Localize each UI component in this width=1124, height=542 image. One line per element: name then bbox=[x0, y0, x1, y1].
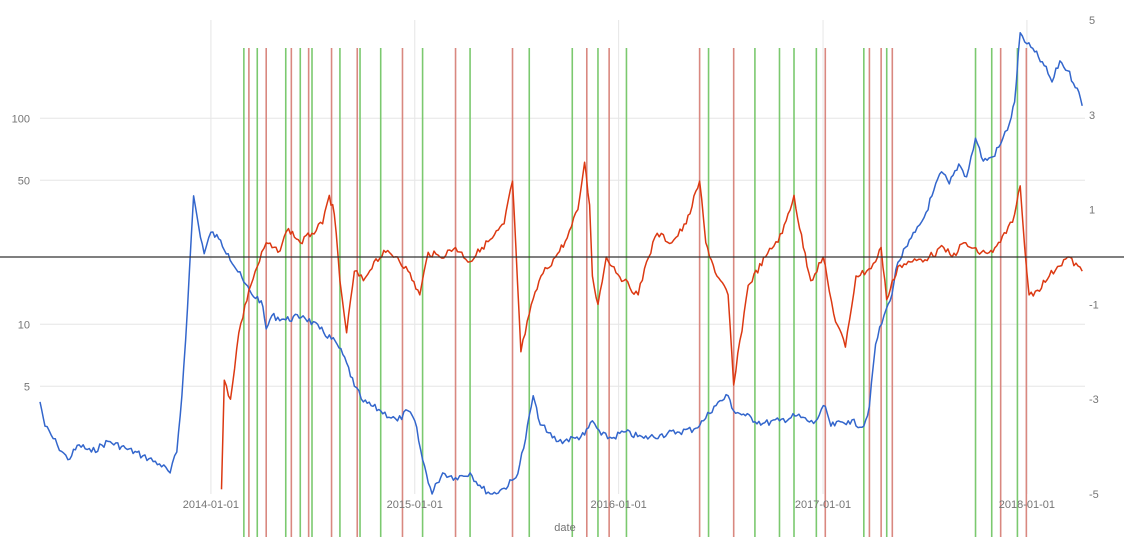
x-tick-label: 2014-01-01 bbox=[183, 499, 239, 511]
x-tick-label: 2016-01-01 bbox=[590, 499, 646, 511]
x-tick-label: 2015-01-01 bbox=[387, 499, 443, 511]
series-layer bbox=[39, 32, 1083, 495]
series-line-right bbox=[220, 161, 1083, 490]
y-right-tick-label: 1 bbox=[1089, 205, 1095, 217]
axis-labels-layer: 2014-01-01 2015-01-01 2016-01-01 2017-01-01… bbox=[12, 15, 1099, 511]
x-axis-title: date bbox=[554, 522, 575, 534]
x-tick-label: 2018-01-01 bbox=[999, 499, 1055, 511]
x-tick-label: 2017-01-01 bbox=[795, 499, 851, 511]
y-right-tick-label: -3 bbox=[1089, 394, 1099, 406]
series-line-left bbox=[39, 32, 1083, 495]
y-right-tick-label: 3 bbox=[1089, 110, 1095, 122]
y-left-tick-label: 50 bbox=[18, 175, 30, 187]
y-left-tick-label: 10 bbox=[18, 319, 30, 331]
y-right-tick-label: 5 bbox=[1089, 15, 1095, 27]
y-right-tick-label: -1 bbox=[1089, 299, 1099, 311]
signal-lines-layer bbox=[243, 48, 1028, 537]
y-left-tick-label: 5 bbox=[24, 381, 30, 393]
y-right-tick-label: -5 bbox=[1089, 489, 1099, 501]
y-left-tick-label: 100 bbox=[12, 113, 30, 125]
